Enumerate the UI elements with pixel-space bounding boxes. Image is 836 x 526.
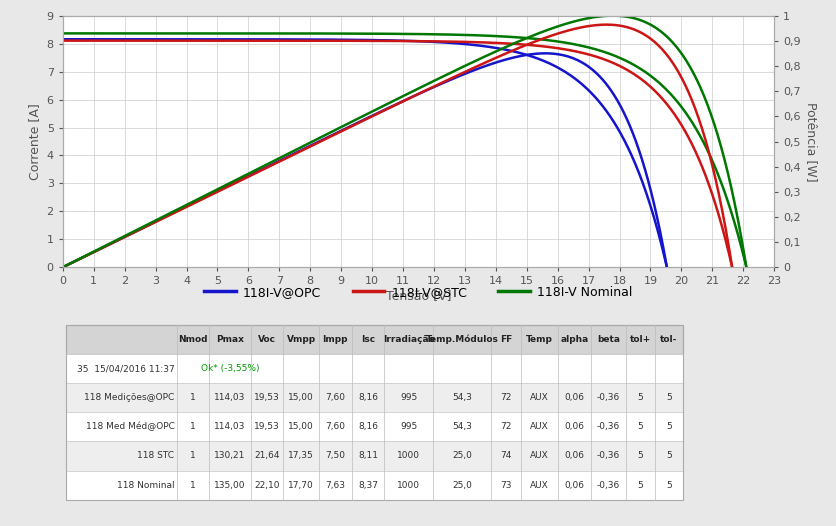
Text: Ok* (-3,55%): Ok* (-3,55%) bbox=[201, 365, 259, 373]
Text: 25,0: 25,0 bbox=[451, 481, 472, 490]
Text: 1: 1 bbox=[190, 393, 196, 402]
Text: Irradiação: Irradiação bbox=[382, 335, 434, 344]
Text: 17,35: 17,35 bbox=[288, 451, 314, 460]
Text: 114,03: 114,03 bbox=[214, 393, 245, 402]
Text: 5: 5 bbox=[637, 393, 643, 402]
Text: 114,03: 114,03 bbox=[214, 422, 245, 431]
Text: 1: 1 bbox=[190, 481, 196, 490]
Text: 73: 73 bbox=[500, 481, 511, 490]
Text: 0,06: 0,06 bbox=[563, 393, 584, 402]
Text: Temp: Temp bbox=[525, 335, 553, 344]
Y-axis label: Potência [W]: Potência [W] bbox=[803, 102, 817, 181]
Text: 21,64: 21,64 bbox=[254, 451, 279, 460]
Text: AUX: AUX bbox=[529, 422, 548, 431]
Text: AUX: AUX bbox=[529, 393, 548, 402]
Text: 8,37: 8,37 bbox=[358, 481, 378, 490]
Text: Nmod: Nmod bbox=[178, 335, 207, 344]
Text: AUX: AUX bbox=[529, 451, 548, 460]
Text: Impp: Impp bbox=[322, 335, 348, 344]
Text: 1000: 1000 bbox=[396, 451, 420, 460]
Text: AUX: AUX bbox=[529, 481, 548, 490]
Text: -0,36: -0,36 bbox=[596, 451, 619, 460]
Text: tol+: tol+ bbox=[630, 335, 650, 344]
Y-axis label: Corrente [A]: Corrente [A] bbox=[28, 103, 41, 180]
Text: 7,60: 7,60 bbox=[325, 393, 344, 402]
Bar bbox=[66, 325, 682, 354]
Text: 118 Med Méd@OPC: 118 Med Méd@OPC bbox=[85, 422, 174, 432]
Text: 0,06: 0,06 bbox=[563, 422, 584, 431]
Bar bbox=[66, 383, 682, 412]
Bar bbox=[66, 354, 682, 383]
Text: 8,16: 8,16 bbox=[358, 393, 378, 402]
Text: 995: 995 bbox=[400, 393, 416, 402]
Text: 0,06: 0,06 bbox=[563, 451, 584, 460]
Text: 8,16: 8,16 bbox=[358, 422, 378, 431]
Text: 72: 72 bbox=[500, 393, 511, 402]
Text: 1000: 1000 bbox=[396, 481, 420, 490]
Text: 74: 74 bbox=[500, 451, 511, 460]
Text: 5: 5 bbox=[665, 393, 671, 402]
Text: -0,36: -0,36 bbox=[596, 393, 619, 402]
Text: 72: 72 bbox=[500, 422, 511, 431]
Bar bbox=[66, 441, 682, 471]
X-axis label: Tensão [V]: Tensão [V] bbox=[385, 289, 451, 302]
Text: -0,36: -0,36 bbox=[596, 422, 619, 431]
Text: FF: FF bbox=[499, 335, 512, 344]
Text: Pmax: Pmax bbox=[216, 335, 243, 344]
Text: 22,10: 22,10 bbox=[254, 481, 279, 490]
Bar bbox=[66, 412, 682, 441]
Text: 130,21: 130,21 bbox=[214, 451, 245, 460]
Text: 5: 5 bbox=[665, 451, 671, 460]
Bar bbox=[66, 471, 682, 500]
Text: 19,53: 19,53 bbox=[254, 422, 279, 431]
Text: Temp.Módulos: Temp.Módulos bbox=[425, 335, 497, 345]
Text: Vmpp: Vmpp bbox=[286, 335, 315, 344]
Text: tol-: tol- bbox=[660, 335, 677, 344]
Text: 54,3: 54,3 bbox=[451, 393, 472, 402]
Text: 19,53: 19,53 bbox=[254, 393, 279, 402]
Bar bbox=[66, 325, 682, 500]
Text: 0,06: 0,06 bbox=[563, 481, 584, 490]
Text: 1: 1 bbox=[190, 422, 196, 431]
Text: 7,50: 7,50 bbox=[325, 451, 344, 460]
Text: 118 Nominal: 118 Nominal bbox=[117, 481, 174, 490]
Text: 5: 5 bbox=[665, 422, 671, 431]
Text: 15,00: 15,00 bbox=[288, 393, 314, 402]
Text: 15,00: 15,00 bbox=[288, 422, 314, 431]
Text: 118 STC: 118 STC bbox=[137, 451, 174, 460]
Text: 135,00: 135,00 bbox=[214, 481, 246, 490]
Text: -0,36: -0,36 bbox=[596, 481, 619, 490]
Text: Isc: Isc bbox=[360, 335, 375, 344]
Text: 25,0: 25,0 bbox=[451, 451, 472, 460]
Text: 1: 1 bbox=[190, 451, 196, 460]
Legend: 118I-V@OPC, 118I-V@STC, 118I-V Nominal: 118I-V@OPC, 118I-V@STC, 118I-V Nominal bbox=[199, 281, 637, 304]
Text: 7,63: 7,63 bbox=[325, 481, 344, 490]
Text: beta: beta bbox=[596, 335, 619, 344]
Text: 5: 5 bbox=[637, 422, 643, 431]
Text: 54,3: 54,3 bbox=[451, 422, 472, 431]
Text: 8,11: 8,11 bbox=[358, 451, 378, 460]
Text: Voc: Voc bbox=[257, 335, 276, 344]
Text: 5: 5 bbox=[637, 451, 643, 460]
Text: 995: 995 bbox=[400, 422, 416, 431]
Text: 7,60: 7,60 bbox=[325, 422, 344, 431]
Text: 118 Medições@OPC: 118 Medições@OPC bbox=[84, 393, 174, 402]
Text: 5: 5 bbox=[637, 481, 643, 490]
Text: 35  15/04/2016 11:37: 35 15/04/2016 11:37 bbox=[77, 365, 174, 373]
Text: 17,70: 17,70 bbox=[288, 481, 314, 490]
Text: 5: 5 bbox=[665, 481, 671, 490]
Text: alpha: alpha bbox=[559, 335, 588, 344]
